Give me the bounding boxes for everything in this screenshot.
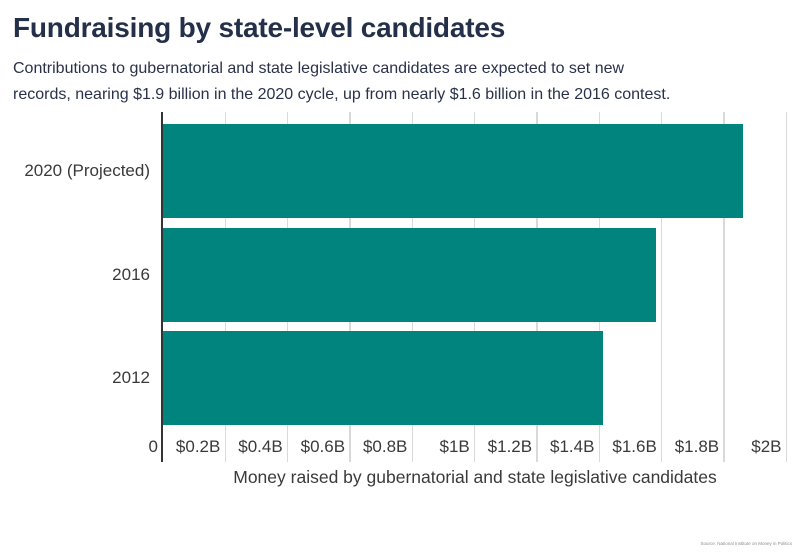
source-note: Source: National Institute on Money in P… [700, 541, 792, 546]
bar-2020 (Projected) [163, 124, 743, 218]
bar-2012 [163, 331, 603, 425]
chart-subtitle: Contributions to gubernatorial and state… [13, 56, 670, 108]
x-axis-title: Money raised by gubernatorial and state … [233, 467, 717, 487]
x-tick-label: $0.8B [362, 436, 408, 456]
gridline-$1.8B [723, 112, 725, 462]
x-tick-label: $0.4B [238, 436, 283, 456]
category-label: 2012 [112, 368, 150, 387]
subtitle-line-1: Contributions to gubernatorial and state… [13, 60, 625, 77]
x-tick-label: $1.2B [487, 436, 533, 456]
gridline-$2B [785, 112, 788, 462]
x-tick-label: $1.6B [612, 436, 657, 456]
chart-title: Fundraising by state-level candidates [13, 12, 506, 43]
subtitle-line-2: records, nearing $1.9 billion in the 202… [13, 86, 671, 103]
x-tick-label: $0.6B [300, 436, 346, 456]
x-tick-label: $1.8B [674, 436, 720, 456]
category-label: 2016 [112, 264, 150, 284]
x-tick-label: $1B [439, 436, 470, 456]
y-axis-line [160, 112, 163, 462]
x-tick-label: 0 [148, 436, 158, 456]
x-tick-label: $1.4B [550, 436, 595, 456]
gridline-$1.6B [661, 112, 663, 462]
x-tick-label: $2B [751, 436, 782, 456]
category-label: 2020 (Projected) [24, 161, 150, 180]
bar-2016 [163, 227, 656, 322]
x-tick-label: $0.2B [175, 436, 221, 456]
